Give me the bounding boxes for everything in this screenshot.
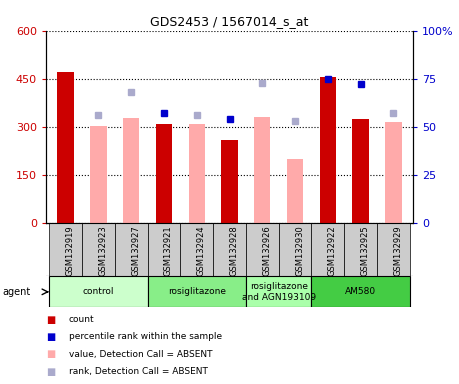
Text: percentile rank within the sample: percentile rank within the sample [69,333,222,341]
Bar [156,124,172,223]
Bar [319,77,336,223]
Text: value, Detection Call = ABSENT: value, Detection Call = ABSENT [69,350,213,359]
Bar [123,118,140,223]
Bar [180,223,213,276]
Text: rosiglitazone
and AGN193109: rosiglitazone and AGN193109 [241,282,316,301]
Text: GSM132930: GSM132930 [295,225,304,276]
Text: GSM132926: GSM132926 [262,225,271,276]
Bar [312,223,344,276]
Text: rank, Detection Call = ABSENT: rank, Detection Call = ABSENT [69,367,208,376]
Text: ■: ■ [46,314,55,325]
Bar [49,223,82,276]
Bar [377,223,410,276]
Text: count: count [69,315,95,324]
Text: GSM132925: GSM132925 [361,225,369,276]
Text: control: control [83,287,114,296]
Bar [353,119,369,223]
Bar [90,126,106,223]
Text: AM580: AM580 [345,287,376,296]
Text: agent: agent [2,287,31,297]
Text: GSM132921: GSM132921 [164,225,173,276]
Bar [385,122,402,223]
Bar [49,276,147,307]
Bar [213,223,246,276]
Bar [279,223,312,276]
Bar [287,159,303,223]
Text: GSM132929: GSM132929 [393,225,403,276]
Text: GSM132923: GSM132923 [98,225,107,276]
Text: ■: ■ [46,332,55,342]
Bar [57,72,74,223]
Bar [189,124,205,223]
Text: GSM132928: GSM132928 [230,225,239,276]
Text: rosiglitazone: rosiglitazone [168,287,226,296]
Bar [312,276,410,307]
Bar [221,140,238,223]
Bar [147,223,180,276]
Bar [254,117,270,223]
Bar [115,223,147,276]
Bar [82,223,115,276]
Bar [246,223,279,276]
Text: GSM132922: GSM132922 [328,225,337,276]
Text: GSM132919: GSM132919 [66,225,74,276]
Text: GSM132924: GSM132924 [197,225,206,276]
Text: ■: ■ [46,349,55,359]
Bar [147,276,246,307]
Title: GDS2453 / 1567014_s_at: GDS2453 / 1567014_s_at [150,15,309,28]
Text: GSM132927: GSM132927 [131,225,140,276]
Text: ■: ■ [46,366,55,377]
Bar [246,276,312,307]
Bar [344,223,377,276]
